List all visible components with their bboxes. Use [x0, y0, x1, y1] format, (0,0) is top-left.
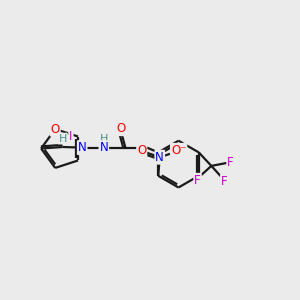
- Text: O: O: [116, 122, 125, 135]
- Text: H: H: [100, 134, 108, 144]
- Text: F: F: [221, 175, 228, 188]
- Text: O: O: [137, 143, 146, 157]
- Text: O⁻: O⁻: [171, 144, 186, 157]
- Text: O: O: [51, 123, 60, 136]
- Text: H: H: [58, 134, 67, 144]
- Text: N: N: [99, 141, 108, 154]
- Text: F: F: [227, 156, 234, 170]
- Text: N: N: [155, 151, 164, 164]
- Text: I: I: [69, 130, 73, 143]
- Text: F: F: [194, 174, 201, 187]
- Text: N: N: [78, 141, 87, 154]
